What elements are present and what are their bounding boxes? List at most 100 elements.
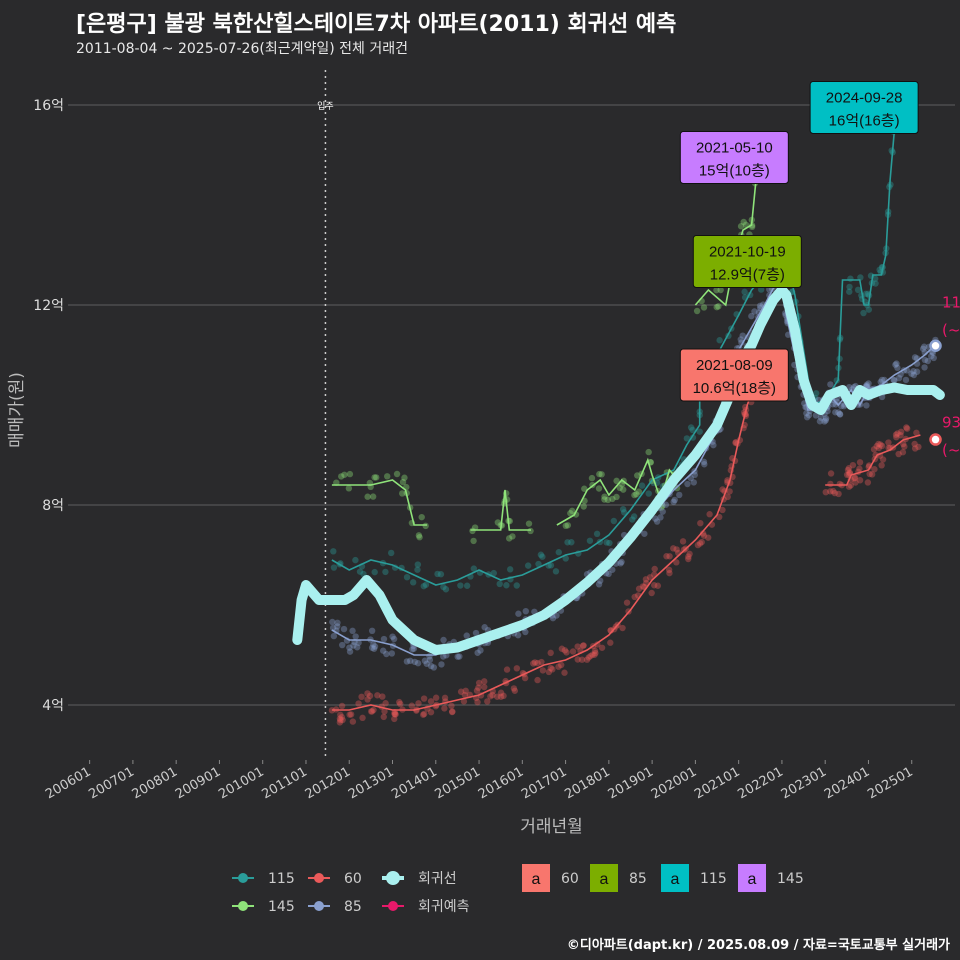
transaction-point — [893, 434, 900, 441]
transaction-point — [693, 307, 701, 315]
legend-swatch-glyph: a — [532, 871, 541, 888]
transaction-point — [872, 451, 879, 459]
transaction-point — [694, 541, 702, 549]
transaction-point — [879, 456, 887, 463]
transaction-point — [346, 648, 354, 655]
transaction-point — [893, 360, 900, 367]
transaction-point — [513, 582, 520, 589]
transaction-point — [382, 700, 389, 707]
transaction-point — [706, 511, 713, 518]
transaction-point — [381, 708, 388, 715]
transaction-point — [515, 610, 522, 617]
transaction-point — [598, 644, 606, 651]
transaction-point — [373, 474, 380, 481]
transaction-point — [387, 549, 395, 557]
transaction-point — [911, 445, 919, 452]
transaction-point — [619, 624, 626, 632]
transaction-point — [805, 411, 813, 419]
y-tick-label: 4억 — [42, 698, 64, 714]
transaction-point — [353, 644, 361, 651]
x-tick-label: 200601 — [43, 764, 93, 802]
x-tick-label: 201701 — [519, 764, 569, 802]
x-tick-label: 201001 — [216, 764, 266, 802]
transaction-point — [578, 656, 586, 663]
transaction-point — [506, 566, 514, 573]
legend-marker — [388, 901, 398, 911]
transaction-point — [336, 719, 344, 726]
transaction-point — [607, 639, 614, 646]
transaction-point — [846, 383, 853, 391]
transaction-point — [497, 689, 505, 696]
transaction-point — [399, 490, 406, 497]
transaction-point — [756, 302, 764, 309]
transaction-point — [617, 560, 624, 567]
transaction-point — [432, 694, 440, 701]
transaction-point — [633, 490, 640, 498]
transaction-point — [500, 692, 507, 700]
transaction-point — [862, 290, 869, 298]
annotation-date: 2024-09-28 — [826, 90, 903, 107]
transaction-point — [448, 708, 456, 716]
transaction-point — [924, 357, 932, 365]
transaction-point — [844, 466, 852, 474]
transaction-point — [829, 401, 837, 408]
legend-box-145: a 145 — [738, 864, 804, 892]
transaction-point — [587, 652, 594, 660]
transaction-point — [836, 411, 844, 418]
transaction-point — [863, 381, 871, 388]
transaction-point — [382, 568, 389, 576]
annotation-date: 2021-10-19 — [709, 244, 786, 261]
x-tick-label: 200901 — [173, 764, 223, 802]
transaction-point — [812, 390, 820, 397]
transaction-point — [427, 662, 435, 670]
annotation-rect — [692, 235, 802, 288]
transaction-point — [334, 619, 341, 627]
transaction-point — [671, 496, 678, 504]
legend-box-label: 115 — [700, 871, 727, 887]
transaction-point — [686, 550, 693, 558]
transaction-point — [595, 485, 603, 492]
transaction-point — [352, 556, 359, 564]
transaction-point — [370, 706, 377, 714]
transaction-point — [856, 465, 863, 472]
transaction-point — [646, 574, 654, 581]
transaction-point — [330, 564, 338, 571]
transaction-point — [911, 440, 918, 448]
transaction-point — [511, 687, 519, 694]
transaction-point — [490, 569, 497, 577]
series-line-145a — [331, 479, 428, 526]
transaction-point — [635, 585, 643, 592]
transaction-point — [903, 425, 911, 432]
transaction-point — [715, 303, 722, 310]
transaction-point — [494, 693, 501, 700]
transaction-point — [489, 691, 496, 699]
transaction-point — [440, 653, 447, 660]
annotation-price: 10.6억(18층) — [693, 380, 776, 397]
transaction-point — [534, 659, 541, 667]
legend-label: 60 — [344, 871, 362, 887]
transaction-point — [414, 561, 422, 568]
transaction-point — [595, 581, 603, 588]
y-tick-label: 12억 — [33, 298, 64, 314]
transaction-point — [438, 661, 445, 668]
legend-box-label: 145 — [777, 871, 804, 887]
transaction-point — [463, 632, 470, 639]
transaction-point — [422, 581, 430, 588]
transaction-point — [461, 691, 469, 699]
transaction-point — [665, 566, 673, 574]
chart-title: [은평구] 불광 북한산힐스테이트7차 아파트(2011) 회귀선 예측 — [76, 12, 677, 37]
transaction-point — [388, 650, 396, 657]
transaction-point — [619, 506, 627, 513]
transaction-point — [346, 644, 353, 651]
transaction-point — [497, 693, 505, 700]
transaction-point — [700, 532, 708, 539]
transaction-point — [481, 678, 488, 685]
legend-label: 회귀선 — [418, 871, 457, 887]
transaction-point — [659, 508, 666, 515]
regression-line — [292, 285, 945, 655]
transaction-point — [891, 377, 898, 384]
transaction-point — [724, 493, 731, 501]
transaction-point — [564, 539, 571, 546]
legend-box-85: a 85 — [590, 864, 647, 892]
transaction-point — [930, 354, 937, 362]
